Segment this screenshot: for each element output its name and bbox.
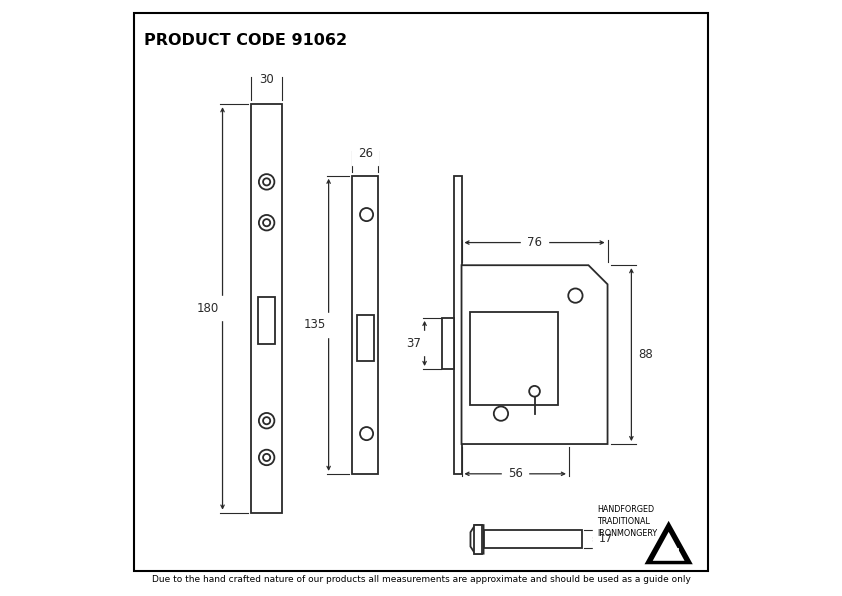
Polygon shape	[471, 525, 483, 554]
Bar	[258, 297, 275, 344]
Bar	[471, 312, 558, 405]
Bar	[353, 176, 378, 474]
Text: 56: 56	[508, 467, 523, 480]
Text: 17: 17	[599, 535, 613, 544]
Text: 180: 180	[197, 302, 220, 315]
Text: 37: 37	[407, 337, 421, 350]
Text: 26: 26	[358, 147, 373, 160]
Polygon shape	[647, 523, 691, 563]
Bar	[474, 525, 482, 554]
Text: 76: 76	[527, 236, 542, 249]
Polygon shape	[653, 532, 685, 561]
Text: 88: 88	[638, 348, 653, 361]
Text: Due to the hand crafted nature of our products all measurements are approximate : Due to the hand crafted nature of our pr…	[152, 575, 690, 584]
Text: 30: 30	[259, 73, 274, 86]
Bar	[251, 104, 282, 513]
Bar	[442, 318, 454, 369]
Bar	[454, 176, 461, 474]
Text: PRODUCT CODE 91062: PRODUCT CODE 91062	[144, 33, 347, 48]
Text: 135: 135	[303, 318, 326, 331]
Bar	[357, 315, 374, 361]
Text: HANDFORGED
TRADITIONAL
IRONMONGERY: HANDFORGED TRADITIONAL IRONMONGERY	[597, 504, 657, 539]
Polygon shape	[461, 265, 608, 444]
Bar	[483, 530, 582, 548]
